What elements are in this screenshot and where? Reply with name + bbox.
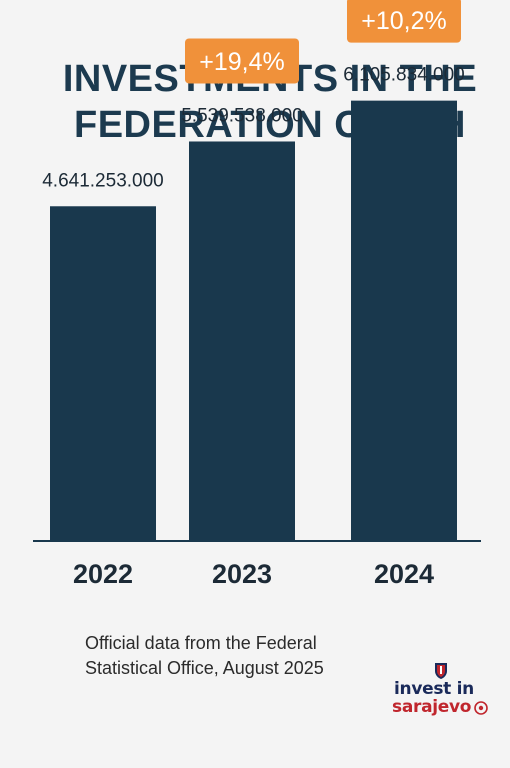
- growth-badge-2023: [185, 38, 299, 84]
- logo-text-line-1: invest in: [394, 679, 474, 699]
- source-note-line-1: Official data from the Federal: [85, 633, 317, 653]
- growth-label-2023: +19,4%: [199, 48, 285, 76]
- bar-2024: [351, 100, 457, 541]
- x-tick-label-2023: 2023: [212, 559, 272, 589]
- x-tick-label-2022: 2022: [73, 559, 133, 589]
- logo-text-line-2: sarajevo: [392, 697, 472, 717]
- value-label-2023: 5.539.538.000: [181, 105, 303, 126]
- value-label-2024: 6.105.834.000: [343, 65, 465, 86]
- value-label-2022: 4.641.253.000: [42, 170, 164, 191]
- source-note: Official data from the Federal Statistic…: [85, 631, 324, 681]
- invest-in-sarajevo-logo: invest in sarajevo: [392, 662, 502, 722]
- bar-chart: 4.641.253.000 2022 5.539.538.000 +19,4% 2023…: [33, 0, 481, 589]
- growth-badge-2024: [347, 0, 461, 43]
- source-note-line-2: Statistical Office, August 2025: [85, 658, 324, 678]
- x-tick-label-2024: 2024: [374, 559, 434, 589]
- coat-of-arms-icon: [435, 663, 447, 679]
- bar-2022: [50, 206, 156, 541]
- growth-label-2024: +10,2%: [361, 7, 447, 35]
- logo-emblem-icon: [474, 701, 488, 715]
- bar-2023: [189, 141, 295, 541]
